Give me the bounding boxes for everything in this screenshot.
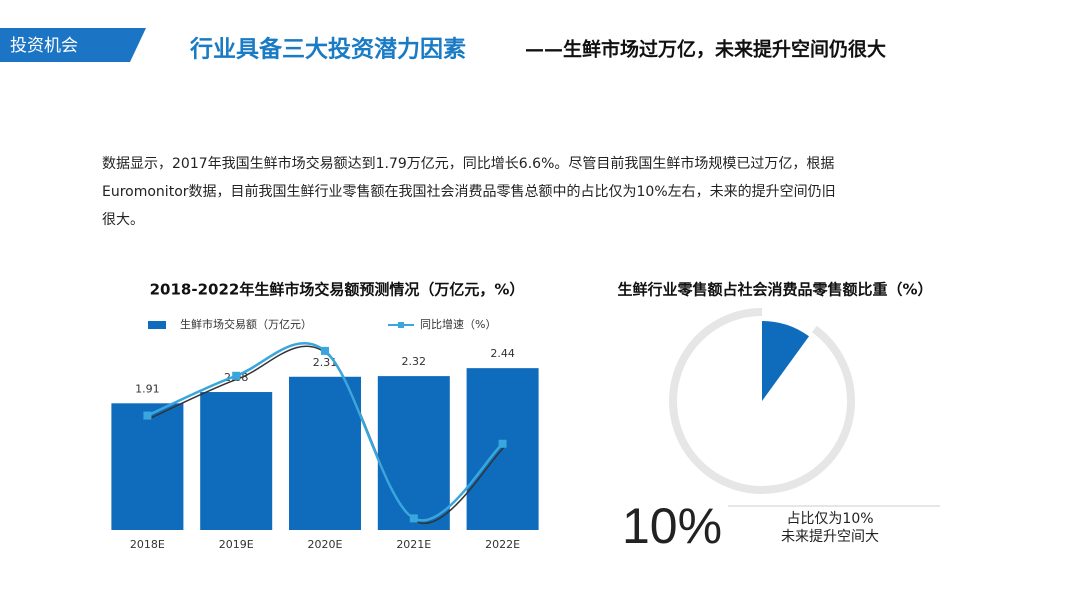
data-label: 2.44	[490, 347, 515, 360]
line-marker	[143, 411, 152, 420]
data-label: 2.32	[402, 355, 427, 368]
tab-label: 投资机会	[10, 36, 78, 56]
paragraph-line: 数据显示，2017年我国生鲜市场交易额达到1.79万亿元，同比增长6.6%。尽管…	[102, 156, 835, 172]
x-tick-label: 2019E	[219, 538, 254, 551]
big-value-label: 10%	[622, 498, 722, 554]
line	[146, 342, 504, 522]
x-tick-label: 2020E	[308, 538, 343, 551]
legend-label: 同比增速（%）	[420, 317, 496, 331]
bar	[377, 376, 450, 530]
bar	[111, 403, 184, 530]
paragraph: 数据显示，2017年我国生鲜市场交易额达到1.79万亿元，同比增长6.6%。尽管…	[102, 150, 1002, 234]
bar	[289, 376, 361, 530]
annotation: 占比仅为10%	[786, 511, 873, 527]
tab-accent	[116, 28, 146, 62]
line-marker	[498, 439, 507, 448]
pie-slice	[762, 321, 810, 401]
line-marker	[232, 371, 241, 380]
data-label: 1.91	[135, 382, 160, 395]
slide-subtitle: ——生鲜市场过万亿，未来提升空间仍很大	[525, 38, 886, 61]
chart-title: 2018-2022年生鲜市场交易额预测情况（万亿元，%）	[150, 281, 525, 299]
pie-ring	[669, 308, 855, 494]
tab-bg	[0, 28, 140, 62]
legend-label: 生鲜市场交易额（万亿元）	[180, 317, 312, 331]
line-marker	[321, 346, 329, 355]
legend-marker	[398, 322, 404, 328]
x-tick-label: 2022E	[485, 538, 520, 551]
slide-title: 行业具备三大投资潜力因素	[189, 36, 466, 63]
annotation: 未来提升空间大	[781, 529, 879, 545]
paragraph-line: 很大。	[102, 212, 144, 228]
legend-swatch	[148, 321, 166, 329]
paragraph-line: Euromonitor数据，目前我国生鲜行业零售额在我国社会消费品零售总额中的占…	[102, 184, 836, 200]
x-tick-label: 2021E	[396, 538, 431, 551]
line-marker	[409, 514, 418, 523]
x-tick-label: 2018E	[130, 538, 165, 551]
chart-title: 生鲜行业零售额占社会消费品零售额比重（%）	[617, 281, 932, 299]
bar	[200, 392, 273, 530]
